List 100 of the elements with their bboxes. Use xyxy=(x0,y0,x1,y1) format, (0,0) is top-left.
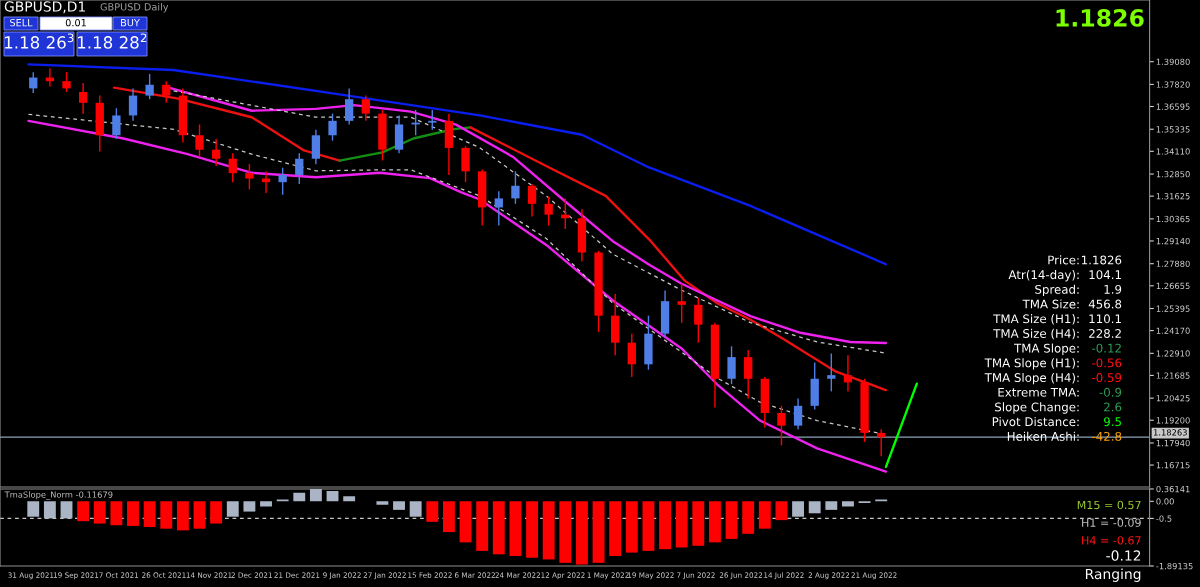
bar xyxy=(492,501,505,555)
bar xyxy=(775,501,788,521)
candlestick xyxy=(145,73,154,100)
candlestick xyxy=(311,129,321,165)
candlestick xyxy=(62,71,71,93)
y-tick-label: 1.26655 xyxy=(1156,282,1190,290)
y-tick-label: 1.25395 xyxy=(1156,305,1190,312)
bar xyxy=(143,501,156,527)
bar xyxy=(625,501,638,553)
line-series xyxy=(27,63,888,266)
bar xyxy=(559,501,572,563)
bar xyxy=(526,501,538,558)
y-tick-label: 1.17940 xyxy=(1156,439,1190,447)
annotation: TMA Slope (H4): -0.59 xyxy=(984,372,1122,385)
bar xyxy=(609,501,622,557)
annotation: Atr(14-day): 104.1 xyxy=(1008,269,1121,282)
bar xyxy=(509,501,522,557)
bar xyxy=(442,501,455,533)
y-tick-label: 1.39080 xyxy=(1156,58,1190,65)
line-series xyxy=(338,126,472,162)
chart-title: GBPUSD,D1 xyxy=(4,1,86,14)
bar xyxy=(659,501,671,550)
candlestick xyxy=(278,167,287,196)
candlestick xyxy=(777,405,786,447)
line-series xyxy=(469,126,888,392)
candlestick xyxy=(843,354,853,393)
bar xyxy=(692,501,705,546)
y-tick-label: 1.30365 xyxy=(1156,215,1190,223)
candlestick xyxy=(112,107,121,140)
ref-line-label: 1.18263 xyxy=(1153,429,1187,436)
annotation: 1.18 26$^{3}$ xyxy=(5,33,74,49)
y-tick-label: 1.16715 xyxy=(1156,462,1190,469)
bar xyxy=(343,496,356,502)
y-tick-label: 1.19200 xyxy=(1156,417,1190,424)
line-series xyxy=(112,86,341,162)
bar xyxy=(642,501,655,551)
bar xyxy=(210,501,223,524)
candlestick xyxy=(228,152,237,183)
text: Spread: 1.9 xyxy=(1035,284,1122,297)
bar xyxy=(758,501,771,529)
bar xyxy=(409,501,422,517)
bar xyxy=(309,489,322,502)
y-tick-label: 0.36141 xyxy=(1156,485,1190,493)
candlestick xyxy=(627,332,636,378)
candlestick xyxy=(544,195,553,227)
annotation: TMA Size (H4): 228.2 xyxy=(993,328,1121,340)
bar xyxy=(709,501,721,543)
candlestick xyxy=(361,94,370,122)
annotation: M15 = 0.57 xyxy=(1077,500,1141,510)
y-tick-label: -1.89135 xyxy=(1156,562,1193,570)
candlestick xyxy=(793,397,803,430)
candlestick xyxy=(677,282,686,324)
candlestick xyxy=(345,87,354,126)
candlestick xyxy=(727,345,736,385)
text: Slope Change: 2.6 xyxy=(995,402,1122,414)
candlestick xyxy=(428,109,437,131)
bar xyxy=(575,501,588,565)
annotation: Heiken Ashi: -42.8 xyxy=(1007,431,1122,441)
bar xyxy=(193,501,206,529)
bar xyxy=(592,501,605,563)
bar xyxy=(393,501,405,510)
y-tick-label: 1.32850 xyxy=(1156,171,1190,178)
bar xyxy=(226,501,239,517)
candlestick xyxy=(461,145,470,183)
bar xyxy=(742,501,755,534)
bar xyxy=(426,501,439,522)
y-tick-label: 1.31625 xyxy=(1156,193,1190,200)
candlestick xyxy=(511,170,520,205)
candlestick xyxy=(694,296,703,344)
bar xyxy=(459,501,472,543)
bar xyxy=(127,501,139,526)
bar xyxy=(825,501,838,510)
annotation: H1 = -0.09 xyxy=(1082,518,1141,527)
bar xyxy=(77,501,90,522)
candlestick xyxy=(328,112,337,142)
y-tick-label: 1.35335 xyxy=(1156,126,1190,133)
y-tick-label: 1.29140 xyxy=(1156,237,1190,245)
annotation: Price: 1.1826 xyxy=(1048,255,1122,265)
bar xyxy=(808,501,821,514)
bar xyxy=(842,501,854,507)
candlestick xyxy=(195,123,204,158)
y-tick-label: 1.22910 xyxy=(1156,350,1190,357)
bar xyxy=(110,501,123,526)
annotation: -0.12 xyxy=(1106,550,1141,561)
y-tick-label: 1.37820 xyxy=(1156,81,1190,88)
annotation: TMA Size: 456.8 xyxy=(1022,299,1122,309)
annotation: TMA Slope: -0.12 xyxy=(1014,343,1121,355)
text: Pivot Distance: 9.5 xyxy=(992,416,1121,427)
bar xyxy=(27,501,40,517)
annotation: 1.1826 xyxy=(1056,8,1144,27)
y-tick-label: 1.24170 xyxy=(1156,327,1190,334)
candlestick xyxy=(78,82,88,115)
annotation: TMA Size (H1): 110.1 xyxy=(993,314,1121,325)
annotation: H4 = -0.67 xyxy=(1082,536,1141,545)
candlestick xyxy=(211,138,221,167)
bar xyxy=(792,501,805,517)
candlestick xyxy=(162,80,171,104)
y-tick-label: 1.20425 xyxy=(1156,395,1190,402)
bar xyxy=(542,501,555,560)
bar xyxy=(376,501,389,505)
